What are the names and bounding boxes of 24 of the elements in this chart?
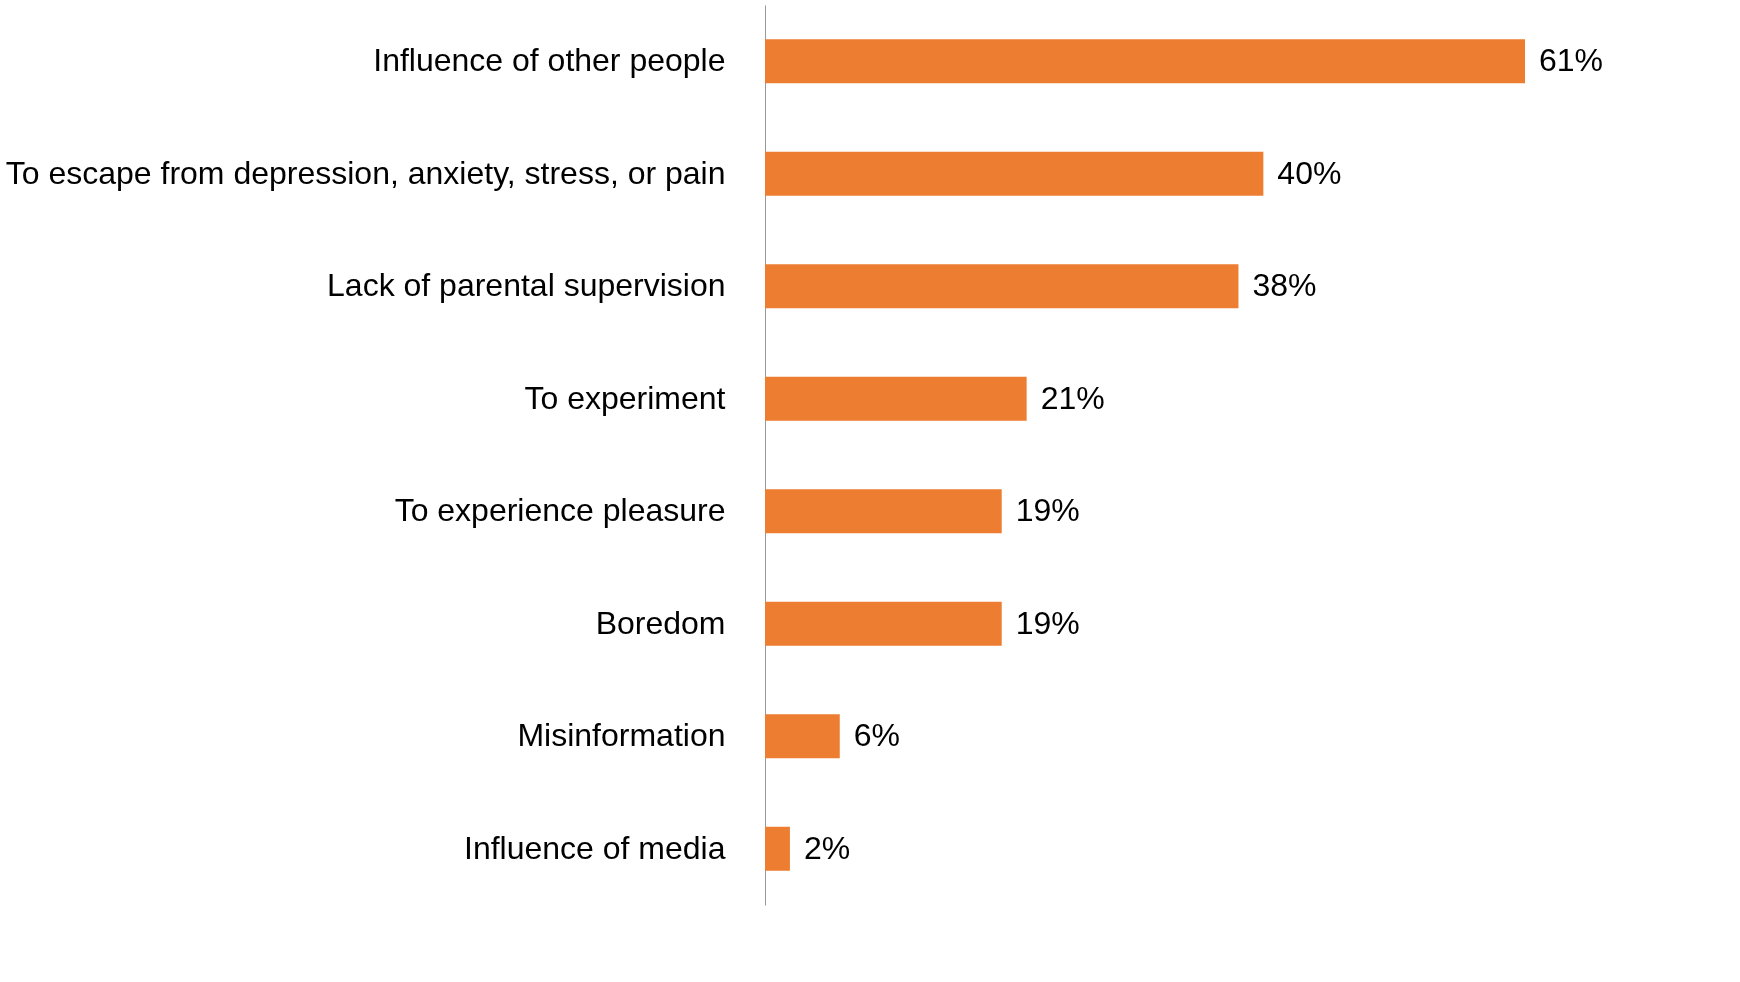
y-tick-label: Misinformation [517,717,726,754]
bar [765,601,1002,646]
y-tick-label: Influence of media [464,829,726,866]
bar [765,714,840,759]
bar [765,826,790,871]
data-label: 21% [1040,379,1105,416]
bar [765,151,1264,196]
data-label: 6% [853,717,900,754]
bar [765,489,1002,534]
data-label: 19% [1015,492,1080,529]
y-tick-label: Boredom [595,604,726,641]
data-label: 61% [1539,42,1604,79]
y-tick-label: To experiment [524,379,726,416]
y-tick-label: To experience pleasure [394,492,726,529]
bar [765,376,1027,421]
y-tick-label: Lack of parental supervision [327,267,726,304]
data-label: 38% [1252,267,1317,304]
data-label: 19% [1015,604,1080,641]
bar [765,39,1525,84]
y-tick-label: To escape from depression, anxiety, stress, or pain [5,154,726,191]
data-label: 40% [1277,154,1342,191]
data-label: 2% [803,829,851,866]
bar [765,264,1239,309]
y-tick-label: Influence of other people [373,42,726,79]
